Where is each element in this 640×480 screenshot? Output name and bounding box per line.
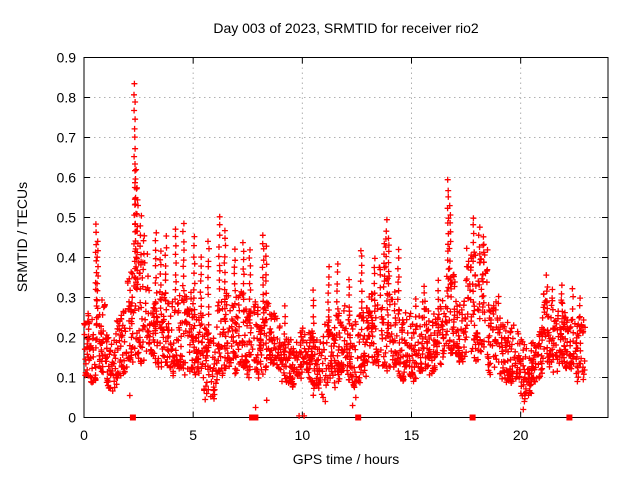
x-axis-label: GPS time / hours: [293, 451, 400, 467]
x-tick-label: 15: [404, 427, 420, 443]
y-tick-label: 0.3: [57, 290, 77, 306]
y-tick-label: 0.5: [57, 210, 77, 226]
x-tick-labels: 0 5 10 15 20: [80, 427, 529, 443]
y-tick-label: 0.1: [57, 370, 77, 386]
chart-title: Day 003 of 2023, SRMTID for receiver rio…: [213, 20, 479, 36]
y-tick-label: 0: [68, 410, 76, 426]
x-tick-label: 10: [295, 427, 311, 443]
y-tick-labels: 0 0.1 0.2 0.3 0.4 0.5 0.6 0.7 0.8 0.9: [57, 50, 77, 426]
y-tick-label: 0.4: [57, 250, 77, 266]
x-tick-label: 20: [513, 427, 529, 443]
scatter-points: [81, 80, 588, 419]
y-tick-label: 0.8: [57, 90, 77, 106]
x-tick-label: 0: [80, 427, 88, 443]
y-tick-label: 0.6: [57, 170, 77, 186]
plot-border: [83, 57, 609, 418]
y-tick-label: 0.7: [57, 130, 77, 146]
y-tick-label: 0.9: [57, 50, 77, 66]
y-tick-label: 0.2: [57, 330, 77, 346]
x-tick-label: 5: [189, 427, 197, 443]
y-axis-label: SRMTID / TECUs: [14, 182, 30, 292]
